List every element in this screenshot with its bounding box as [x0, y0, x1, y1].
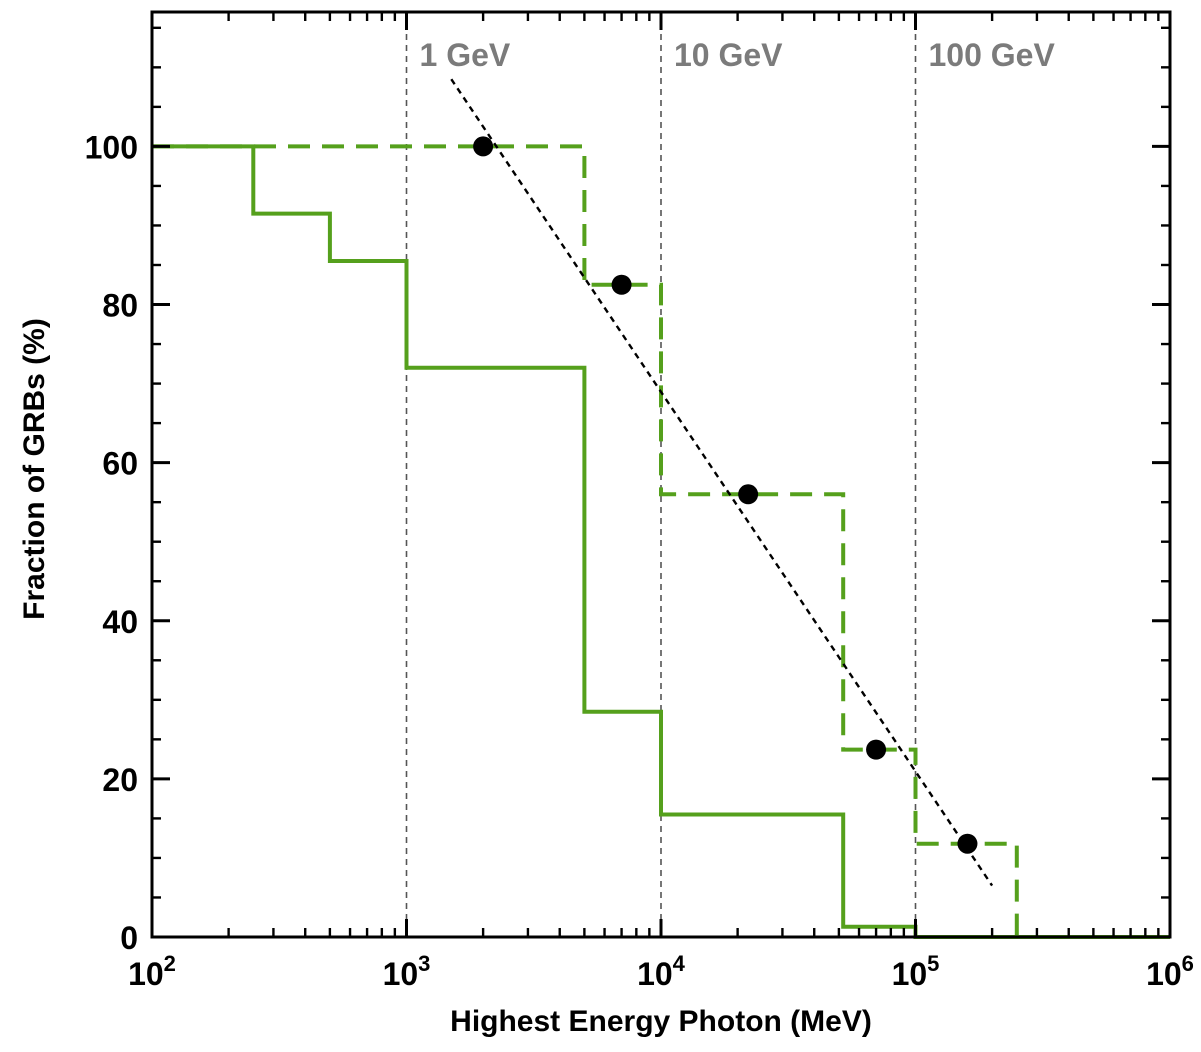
y-axis-title: Fraction of GRBs (%): [18, 318, 51, 620]
y-tick-label-100: 100: [85, 129, 138, 165]
x-axis-title: Highest Energy Photon (MeV): [450, 1005, 872, 1038]
dashed-step-line: [152, 144, 1170, 939]
y-tick-label-40: 40: [102, 604, 138, 640]
reference-lines: 1 GeV 10 GeV 100 GeV: [405, 12, 1056, 937]
axis-ticks: [150, 12, 1172, 939]
reference-label-1: 10 GeV: [674, 37, 783, 73]
fit-line: [450, 78, 994, 887]
x-tick-label-4: 104: [637, 951, 686, 992]
y-tick-label-0: 0: [120, 920, 138, 956]
reference-label-0: 1 GeV: [420, 37, 511, 73]
y-tick-label-20: 20: [102, 762, 138, 798]
x-tick-label-5: 105: [892, 951, 940, 992]
x-tick-label-2: 102: [128, 951, 176, 992]
data-point-1: [611, 274, 632, 295]
data-point-2: [738, 484, 759, 505]
reference-label-2: 100 GeV: [929, 37, 1056, 73]
x-tick-label-6: 106: [1146, 951, 1194, 992]
data-point-4: [957, 833, 978, 854]
solid-step-line: [152, 144, 1170, 939]
data-points: [473, 136, 978, 854]
tick-labels: 0 20 40 60 80 100 102 103 104 105 106: [85, 129, 1194, 992]
y-tick-label-80: 80: [102, 288, 138, 324]
data-point-3: [866, 739, 887, 760]
data-point-0: [473, 136, 494, 157]
x-tick-label-3: 103: [383, 951, 431, 992]
y-tick-label-60: 60: [102, 446, 138, 482]
series-layer: [152, 78, 1170, 939]
